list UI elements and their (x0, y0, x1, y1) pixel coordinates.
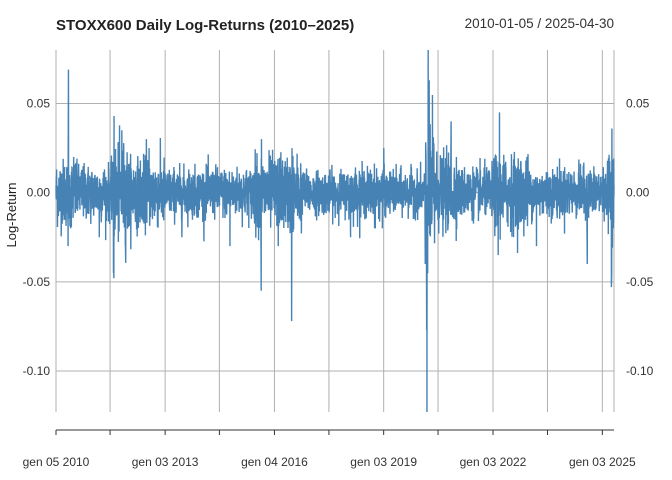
date-range-label: 2010-01-05 / 2025-04-30 (465, 16, 614, 31)
grid-layer (55, 50, 615, 412)
y-tick-label-left: -0.05 (23, 275, 51, 289)
y-tick-label-left: 0.00 (27, 186, 51, 200)
y-tick-label-left: -0.10 (23, 364, 51, 378)
x-tick-label: gen 03 2025 (569, 455, 636, 469)
y-tick-label-left: 0.05 (27, 96, 51, 110)
x-tick-label: gen 04 2016 (241, 455, 308, 469)
y-tick-label-right: 0.00 (626, 186, 650, 200)
y-axis-label: Log-Return (4, 182, 19, 247)
x-tick-label: gen 03 2022 (460, 455, 527, 469)
y-tick-label-right: 0.05 (626, 96, 650, 110)
x-tick-label: gen 05 2010 (23, 455, 90, 469)
series-layer (55, 49, 615, 413)
y-tick-label-right: -0.10 (626, 364, 654, 378)
chart-title: STOXX600 Daily Log-Returns (2010–2025) (56, 17, 354, 34)
x-tick-label: gen 03 2013 (132, 455, 199, 469)
axis-layer: 0.05 0.05 0.00 0.00 -0.05 -0.05 -0.10 -0.10 gen … (23, 96, 654, 469)
returns-series-line (55, 49, 615, 413)
y-tick-label-right: -0.05 (626, 275, 654, 289)
x-tick-label: gen 03 2019 (350, 455, 417, 469)
